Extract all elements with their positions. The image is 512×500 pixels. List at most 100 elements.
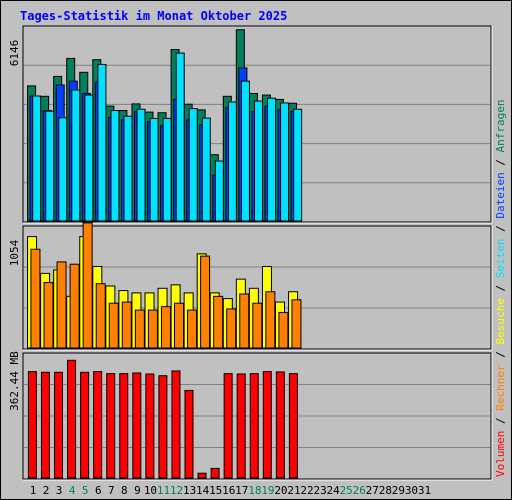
x-tick-label-3: 3 (56, 484, 63, 497)
legend-separator: / (494, 152, 507, 173)
bar-rechner-day-3 (56, 261, 67, 349)
legend-item-dateien: Dateien (494, 172, 507, 219)
bar-volumen-day-18 (249, 373, 259, 479)
bar-rechner-day-11 (160, 306, 171, 349)
bar-volumen-day-10 (145, 373, 155, 479)
bar-volumen-day-9 (132, 372, 142, 479)
bar-volumen-day-21 (288, 373, 298, 479)
x-tick-label-4: 4 (69, 484, 76, 497)
x-tick-label-16: 16 (222, 484, 235, 497)
bar-seiten-day-9 (136, 108, 146, 222)
bar-seiten-day-4 (71, 89, 81, 222)
bar-volumen-day-17 (236, 373, 246, 479)
x-tick-label-5: 5 (82, 484, 89, 497)
bar-rechner-day-21 (291, 299, 302, 349)
bar-volumen-day-7 (106, 373, 116, 479)
bar-volumen-day-16 (223, 373, 233, 479)
x-tick-label-1: 1 (30, 484, 37, 497)
bar-seiten-day-20 (280, 102, 290, 222)
bar-volumen-day-5 (80, 371, 90, 479)
bar-rechner-day-18 (252, 302, 263, 349)
bar-volumen-day-11 (158, 375, 168, 479)
x-tick-label-27: 27 (366, 484, 379, 497)
x-tick-label-7: 7 (108, 484, 115, 497)
bar-seiten-day-21 (293, 108, 303, 222)
bar-volumen-day-20 (275, 371, 285, 479)
bar-volumen-day-13 (184, 389, 194, 479)
bar-rechner-day-1 (30, 248, 41, 349)
x-tick-label-12: 12 (170, 484, 183, 497)
x-tick-label-17: 17 (235, 484, 248, 497)
bar-volumen-day-4 (67, 359, 77, 479)
bar-volumen-day-3 (54, 371, 63, 479)
bar-seiten-day-16 (227, 101, 237, 222)
x-tick-label-10: 10 (144, 484, 157, 497)
bar-rechner-day-2 (43, 282, 54, 349)
bar-rechner-day-6 (95, 283, 106, 349)
bar-rechner-day-10 (147, 309, 158, 349)
x-tick-label-28: 28 (379, 484, 392, 497)
legend-item-anfragen: Anfragen (494, 99, 507, 153)
bar-rechner-day-13 (187, 309, 198, 349)
bar-rechner-day-14 (200, 255, 211, 349)
bar-rechner-day-20 (278, 311, 289, 349)
x-tick-label-2: 2 (43, 484, 50, 497)
legend-separator: / (494, 344, 507, 365)
bar-volumen-day-2 (40, 371, 50, 479)
x-tick-label-19: 19 (261, 484, 274, 497)
bar-rechner-day-4 (69, 263, 80, 349)
bar-rechner-day-15 (213, 295, 224, 349)
bar-volumen-day-1 (27, 371, 37, 479)
legend: Volumen / Rechner / Besuche / Seiten / D… (494, 99, 507, 477)
x-tick-label-21: 21 (287, 484, 300, 497)
x-tick-label-20: 20 (274, 484, 287, 497)
bar-seiten-day-3 (58, 117, 68, 222)
bar-rechner-day-5 (82, 222, 93, 349)
legend-item-seiten: Seiten (494, 238, 507, 279)
x-tick-label-9: 9 (134, 484, 141, 497)
x-tick-label-22: 22 (300, 484, 313, 497)
bar-seiten-day-6 (97, 63, 107, 222)
bar-seiten-day-1 (32, 95, 42, 222)
legend-text: Volumen / Rechner / Besuche / Seiten / D… (494, 99, 507, 477)
x-tick-label-14: 14 (196, 484, 210, 497)
bar-volumen-day-15 (210, 467, 220, 479)
bar-rechner-day-19 (265, 291, 276, 349)
x-tick-label-8: 8 (121, 484, 128, 497)
bar-volumen-day-12 (171, 370, 181, 479)
legend-item-rechner: Rechner (494, 364, 507, 411)
x-tick-label-29: 29 (392, 484, 405, 497)
bar-volumen-day-19 (262, 371, 272, 479)
bar-seiten-day-10 (149, 117, 159, 222)
bar-seiten-day-8 (123, 115, 133, 222)
bar-seiten-day-12 (175, 52, 185, 222)
bar-seiten-day-17 (240, 80, 250, 222)
legend-item-besuche: Besuche (494, 298, 507, 345)
bar-seiten-day-11 (162, 117, 172, 222)
x-tick-label-13: 13 (183, 484, 196, 497)
x-tick-label-24: 24 (327, 484, 341, 497)
bar-seiten-day-15 (214, 160, 224, 222)
legend-separator: / (494, 278, 507, 299)
bar-seiten-day-14 (201, 117, 211, 222)
x-tick-label-18: 18 (248, 484, 261, 497)
x-tick-label-30: 30 (405, 484, 418, 497)
x-tick-label-15: 15 (209, 484, 222, 497)
bar-rechner-day-8 (121, 301, 132, 349)
bar-seiten-day-2 (45, 110, 55, 222)
legend-item-volumen: Volumen (494, 430, 507, 477)
bar-seiten-day-7 (110, 110, 120, 222)
x-tick-label-26: 26 (353, 484, 366, 497)
bar-rechner-day-12 (174, 302, 184, 349)
bar-rechner-day-17 (239, 293, 250, 349)
legend-separator: / (494, 218, 507, 239)
x-tick-label-11: 11 (157, 484, 170, 497)
bar-volumen-day-14 (197, 472, 207, 479)
chart-title: Tages-Statistik im Monat Oktober 2025 (20, 9, 288, 23)
x-tick-label-25: 25 (340, 484, 353, 497)
bar-seiten-day-19 (267, 97, 277, 222)
bar-volumen-day-8 (119, 373, 129, 479)
bar-seiten-day-18 (254, 100, 263, 222)
